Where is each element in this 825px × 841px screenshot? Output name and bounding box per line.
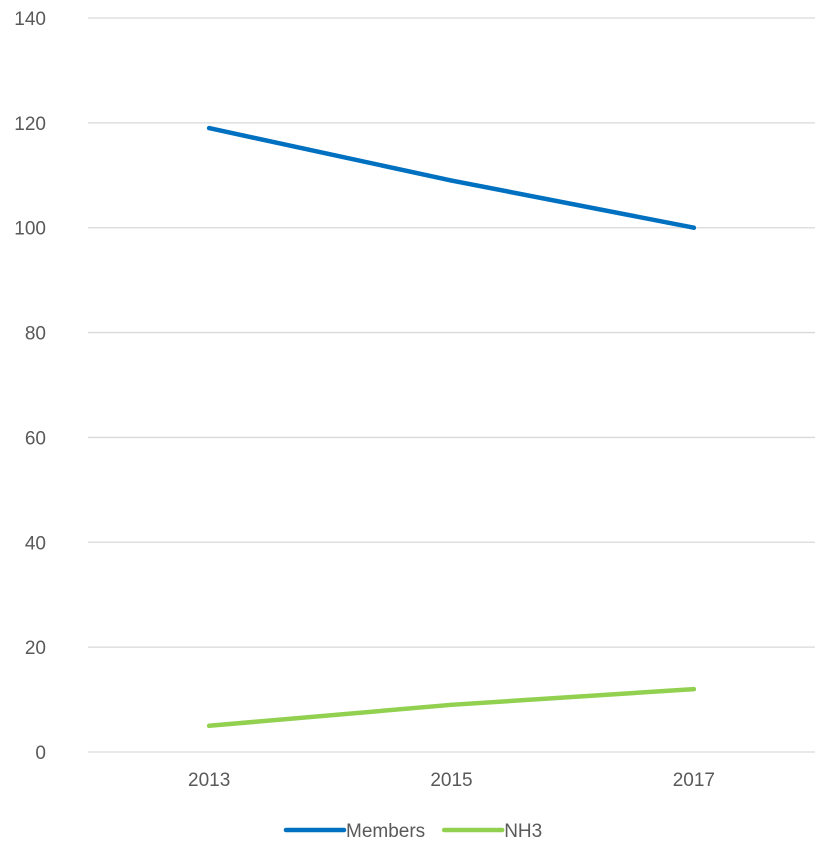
series-lines <box>206 125 697 729</box>
y-tick-label: 100 <box>14 219 46 240</box>
y-tick-label: 80 <box>25 324 46 345</box>
data-point <box>206 723 212 728</box>
y-tick-label: 40 <box>25 533 46 554</box>
y-tick-label: 60 <box>25 428 46 449</box>
data-point <box>691 686 697 692</box>
y-tick-label: 140 <box>14 9 46 30</box>
data-point <box>449 702 454 708</box>
x-axis-tick-labels: 2013 2015 2017 <box>188 770 715 791</box>
legend-label: NH3 <box>504 821 542 841</box>
data-point <box>206 125 212 131</box>
legend: Members NH3 <box>283 821 542 841</box>
y-axis-tick-labels: 0 20 40 60 80 100 120 140 <box>14 9 46 764</box>
gridlines <box>88 17 815 753</box>
data-point <box>449 178 454 183</box>
data-point <box>691 225 697 230</box>
x-tick-label: 2013 <box>188 770 230 791</box>
y-tick-label: 120 <box>14 114 46 135</box>
x-tick-label: 2017 <box>673 770 715 791</box>
x-tick-label: 2015 <box>430 770 472 791</box>
y-tick-label: 0 <box>35 743 46 764</box>
series-line-nh3 <box>206 686 697 729</box>
series-line-members <box>206 125 697 230</box>
y-tick-label: 20 <box>25 638 46 659</box>
legend-label: Members <box>346 821 425 841</box>
